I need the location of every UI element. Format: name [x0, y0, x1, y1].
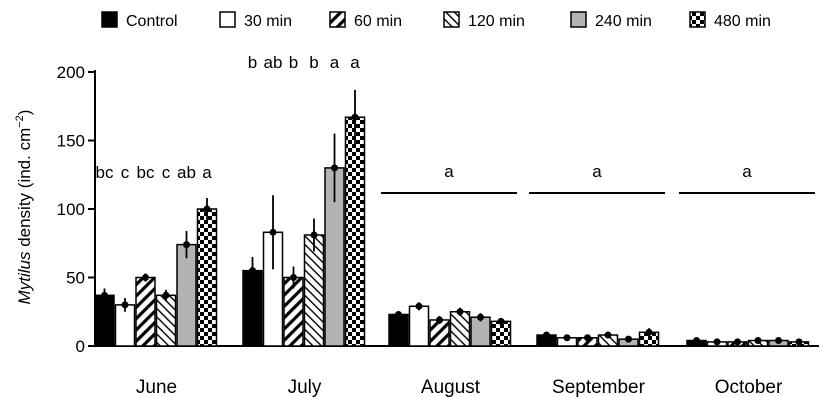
significance-letter-june-3: c — [162, 163, 171, 182]
y-tick-label-100: 100 — [57, 200, 85, 219]
legend-swatch-3 — [443, 11, 460, 28]
mean-point-august-5 — [497, 317, 505, 325]
bar-august-0 — [388, 313, 409, 347]
mean-point-september-3 — [604, 331, 612, 339]
mean-point-october-5 — [795, 338, 803, 346]
mean-point-september-5 — [645, 328, 653, 336]
mean-point-july-3 — [310, 231, 318, 239]
significance-letter-july-4: a — [330, 53, 340, 72]
legend-label-2: 60 min — [354, 13, 402, 30]
y-axis-label: Mytilus density (ind. cm−2) — [14, 110, 34, 305]
mean-point-july-5 — [351, 113, 359, 121]
y-tick-label-50: 50 — [66, 269, 85, 288]
bar-june-3 — [155, 294, 177, 347]
mean-point-july-0 — [249, 267, 256, 275]
axes: 0 50 100 150 200 June July August September Octob… — [57, 63, 819, 397]
mean-point-september-2 — [584, 334, 591, 342]
significance-letter-july-2: b — [289, 53, 298, 72]
x-category-label-june: June — [136, 377, 177, 397]
group-letter-september: a — [592, 162, 602, 181]
bar-june-4 — [176, 243, 197, 347]
x-category-label-october: October — [715, 377, 783, 397]
legend-label-0: Control — [126, 13, 178, 30]
mean-point-september-1 — [563, 334, 571, 342]
mean-point-october-4 — [775, 337, 782, 345]
mean-point-august-1 — [415, 302, 423, 310]
legend-swatch-1 — [219, 11, 236, 28]
group-letter-october: a — [742, 162, 752, 181]
significance-letter-july-3: b — [309, 53, 318, 72]
significance-letter-july-5: a — [350, 53, 360, 72]
legend-swatch-5 — [689, 11, 706, 28]
mean-point-october-3 — [754, 337, 762, 345]
y-tick-label-200: 200 — [57, 63, 85, 82]
mean-point-july-4 — [331, 164, 338, 172]
mean-point-august-3 — [456, 308, 464, 316]
mean-point-september-4 — [625, 335, 632, 343]
mean-point-october-1 — [713, 338, 721, 346]
y-axis-label-superscript: −2 — [14, 115, 26, 128]
annotations: bc c bc c ab ab ab b b a aa a a — [96, 53, 815, 194]
mean-point-june-3 — [162, 291, 170, 299]
x-category-label-august: August — [421, 377, 481, 397]
mean-point-september-0 — [543, 331, 550, 339]
mean-point-june-0 — [101, 291, 108, 299]
bar-august-1 — [408, 305, 430, 347]
mean-point-june-1 — [121, 301, 129, 309]
legend-swatch-4 — [570, 11, 587, 28]
mean-point-august-0 — [395, 310, 402, 318]
legend-label-4: 240 min — [595, 13, 652, 30]
significance-letter-june-0: bc — [96, 163, 114, 182]
legend-label-1: 30 min — [244, 13, 292, 30]
legend-swatch-2 — [329, 11, 346, 28]
mean-point-june-4 — [183, 241, 190, 249]
mean-point-august-2 — [436, 316, 443, 324]
mean-point-july-2 — [290, 274, 297, 281]
y-axis-label-main: density (ind. cm — [15, 128, 34, 252]
significance-letter-july-1: ab — [264, 53, 283, 72]
x-category-label-july: July — [288, 377, 322, 397]
mean-point-june-2 — [142, 274, 149, 281]
significance-letter-june-4: ab — [177, 163, 196, 182]
group-letter-august: a — [444, 162, 454, 181]
y-tick-label-150: 150 — [57, 132, 85, 151]
mean-point-june-5 — [203, 205, 211, 213]
bar-june-5 — [196, 208, 218, 347]
legend: Control 30 min 60 min 120 min 240 min 480 min — [101, 11, 771, 30]
x-category-label-september: September — [552, 377, 646, 397]
bar-june-2 — [135, 276, 156, 347]
bars — [94, 89, 810, 347]
bar-august-5 — [490, 320, 512, 347]
mean-point-july-1 — [269, 228, 277, 236]
legend-label-3: 120 min — [468, 13, 525, 30]
bar-july-5 — [344, 116, 366, 347]
bar-august-4 — [470, 316, 491, 347]
significance-letter-june-5: a — [202, 163, 212, 182]
bar-july-3 — [303, 234, 325, 347]
mean-point-august-4 — [477, 313, 484, 321]
significance-letter-june-1: c — [121, 163, 130, 182]
mean-point-october-2 — [734, 338, 741, 346]
y-axis-label-close: ) — [15, 110, 34, 116]
bar-august-3 — [449, 311, 471, 347]
mean-point-october-0 — [693, 337, 700, 345]
legend-label-5: 480 min — [714, 13, 771, 30]
significance-letter-july-0: b — [248, 53, 257, 72]
y-axis-label-italic: Mytilus — [15, 251, 34, 304]
significance-letter-june-2: bc — [137, 163, 155, 182]
y-tick-label-0: 0 — [76, 337, 85, 356]
legend-swatch-0 — [101, 11, 118, 28]
bar-june-0 — [94, 294, 115, 347]
